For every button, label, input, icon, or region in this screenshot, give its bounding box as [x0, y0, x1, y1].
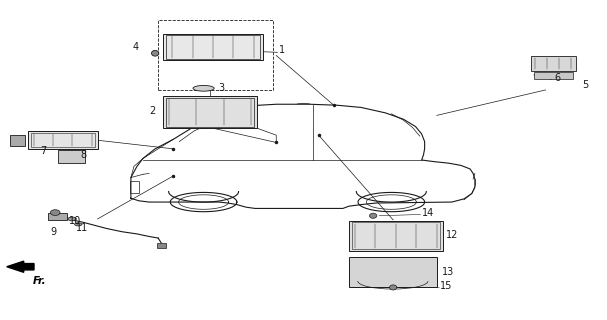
Text: 3: 3 [219, 83, 225, 92]
Text: 6: 6 [555, 73, 561, 83]
Text: 13: 13 [441, 267, 454, 277]
FancyArrow shape [7, 261, 34, 272]
Text: 5: 5 [582, 80, 588, 90]
Bar [158, 20, 273, 90]
Text: Fr.: Fr. [33, 276, 47, 286]
Bar [48, 213, 67, 220]
Text: 14: 14 [422, 208, 434, 218]
Text: 7: 7 [40, 146, 46, 156]
Ellipse shape [75, 223, 82, 226]
Ellipse shape [390, 285, 397, 290]
Text: 9: 9 [50, 227, 56, 237]
Ellipse shape [193, 85, 214, 91]
Bar [349, 257, 436, 287]
Bar [352, 222, 439, 249]
Bar [157, 243, 166, 248]
Ellipse shape [370, 213, 377, 218]
Bar [31, 133, 95, 147]
Text: 10: 10 [69, 216, 81, 226]
Bar [10, 135, 25, 146]
Text: 2: 2 [149, 106, 155, 116]
Ellipse shape [50, 210, 60, 215]
Bar [531, 56, 576, 71]
Bar [163, 34, 263, 60]
Bar [534, 72, 573, 79]
Text: 12: 12 [446, 230, 458, 240]
Bar [166, 98, 254, 126]
Ellipse shape [152, 50, 159, 56]
Bar [58, 150, 86, 163]
Text: 11: 11 [76, 223, 89, 233]
Text: 1: 1 [279, 45, 285, 55]
Bar [349, 220, 443, 251]
Text: 15: 15 [440, 281, 453, 291]
Text: 4: 4 [133, 42, 139, 52]
Ellipse shape [68, 217, 76, 221]
Bar [28, 131, 98, 149]
Text: 8: 8 [81, 150, 87, 160]
Bar [166, 36, 260, 59]
Bar [163, 96, 257, 128]
Bar [130, 181, 139, 194]
